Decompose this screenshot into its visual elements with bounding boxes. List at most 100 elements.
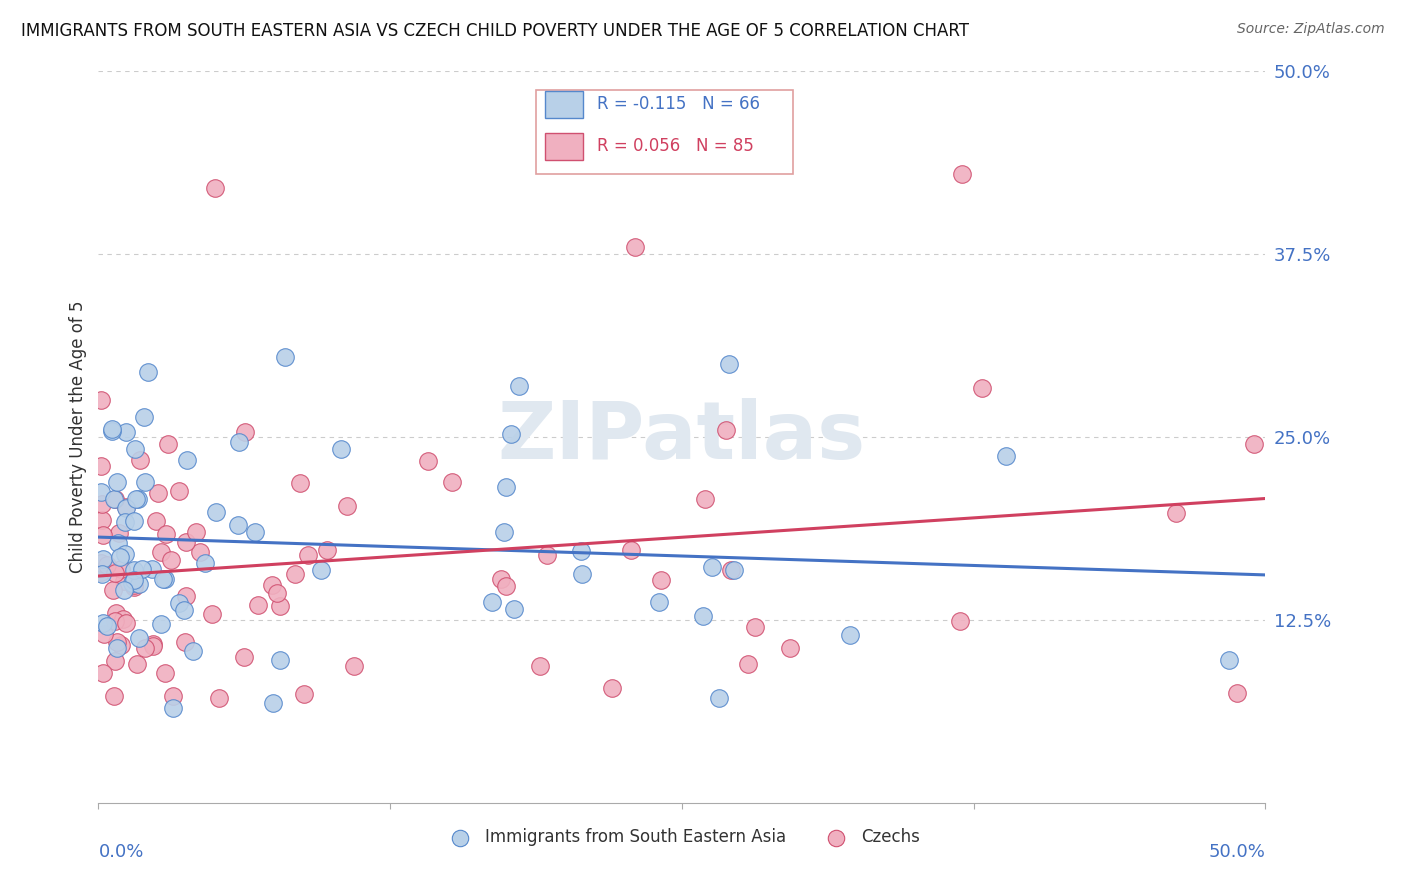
Point (148, 486, 170, 500)
Point (91, 615, 114, 630)
Point (416, 454, 439, 468)
Point (127, 492, 149, 507)
Point (600, 681, 623, 695)
Point (284, 567, 307, 582)
Point (134, 640, 156, 655)
Text: Source: ZipAtlas.com: Source: ZipAtlas.com (1237, 22, 1385, 37)
Point (949, 614, 972, 628)
Point (93, 626, 115, 640)
Point (336, 499, 359, 513)
Point (91, 527, 114, 541)
Point (228, 517, 250, 532)
Point (112, 583, 135, 598)
Point (105, 475, 128, 490)
Point (297, 548, 319, 562)
Point (107, 536, 129, 550)
Point (700, 560, 723, 574)
Point (737, 657, 759, 672)
Point (228, 435, 250, 450)
Point (481, 595, 503, 609)
Point (624, 240, 647, 254)
Point (693, 491, 716, 506)
Point (173, 602, 195, 616)
Point (108, 526, 131, 541)
Point (292, 687, 315, 701)
Point (204, 181, 226, 195)
Point (1226, 686, 1249, 700)
Point (495, 480, 517, 494)
FancyBboxPatch shape (536, 90, 793, 174)
Point (114, 500, 136, 514)
Point (343, 658, 366, 673)
Point (141, 562, 163, 576)
Point (112, 574, 135, 589)
Point (720, 563, 742, 577)
Text: IMMIGRANTS FROM SOUTH EASTERN ASIA VS CZECH CHILD POVERTY UNDER THE AGE OF 5 COR: IMMIGRANTS FROM SOUTH EASTERN ASIA VS CZ… (21, 22, 969, 40)
Point (315, 542, 337, 557)
Text: ZIPatlas: ZIPatlas (498, 398, 866, 476)
Point (105, 634, 128, 648)
Point (536, 548, 558, 562)
Point (262, 578, 284, 592)
Point (233, 650, 256, 665)
Point (131, 562, 153, 576)
Point (125, 657, 148, 671)
Point (529, 658, 551, 673)
Point (122, 574, 145, 588)
Point (288, 475, 311, 490)
Point (103, 689, 125, 703)
Point (571, 566, 593, 581)
Point (174, 535, 197, 549)
Point (125, 491, 148, 506)
Point (96, 619, 118, 633)
Point (115, 615, 138, 630)
Point (122, 580, 145, 594)
Point (129, 453, 152, 467)
Point (266, 586, 288, 600)
Point (104, 654, 127, 668)
Point (141, 639, 163, 653)
Point (91, 666, 114, 681)
Point (114, 547, 136, 561)
Point (167, 483, 190, 498)
Point (243, 525, 266, 540)
Point (495, 579, 517, 593)
Point (128, 631, 150, 645)
Point (188, 544, 211, 558)
Point (330, 442, 353, 456)
Text: 0.0%: 0.0% (98, 843, 143, 861)
Point (262, 696, 284, 710)
Point (972, 380, 994, 394)
Point (246, 598, 269, 612)
Point (309, 563, 332, 577)
Point (91, 552, 114, 566)
Point (136, 365, 159, 379)
Point (90, 392, 112, 407)
Point (155, 526, 177, 541)
Point (183, 644, 205, 658)
Point (173, 635, 195, 649)
Point (134, 475, 156, 489)
Point (115, 425, 138, 439)
Point (90, 485, 112, 500)
Point (508, 379, 530, 393)
FancyBboxPatch shape (546, 91, 582, 118)
Text: 50.0%: 50.0% (1209, 843, 1265, 861)
Point (104, 615, 127, 629)
Point (91, 567, 114, 582)
Point (90, 565, 112, 579)
Point (160, 553, 183, 567)
Point (176, 452, 198, 467)
Point (499, 426, 522, 441)
Point (162, 701, 184, 715)
Point (112, 612, 135, 626)
Point (491, 572, 513, 586)
Point (90, 458, 112, 473)
Point (714, 423, 737, 437)
Point (619, 543, 641, 558)
Text: R = -0.115   N = 66: R = -0.115 N = 66 (596, 95, 759, 113)
Point (132, 409, 155, 424)
Point (162, 689, 184, 703)
Point (114, 501, 136, 516)
Point (104, 492, 127, 507)
